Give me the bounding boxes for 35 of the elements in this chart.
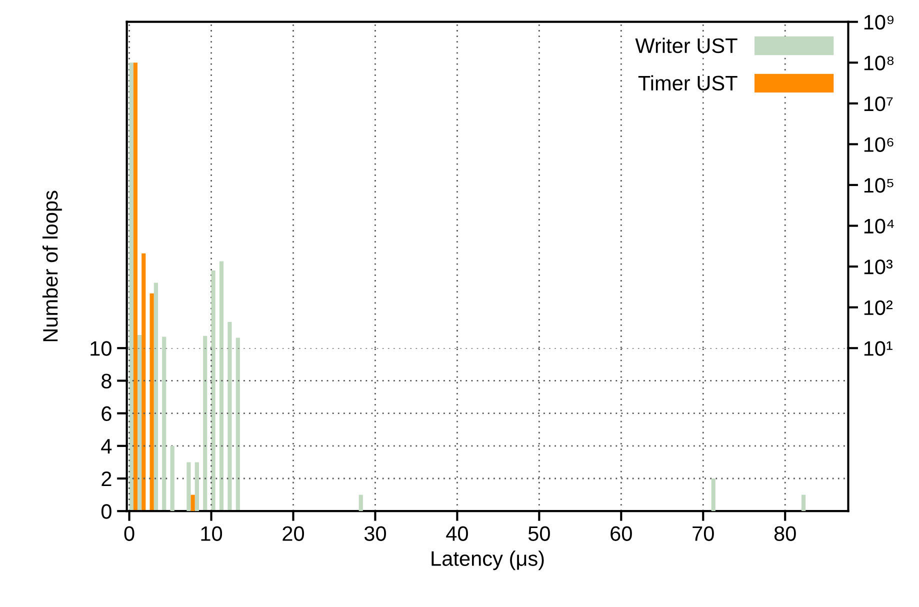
x-tick-label: 10 bbox=[201, 526, 222, 541]
y-tick-label: 10⁶ bbox=[864, 137, 894, 152]
y-tick-label: 10⁷ bbox=[864, 96, 893, 112]
x-tick-label: 50 bbox=[528, 526, 550, 541]
y-tick-label: 10⁸ bbox=[864, 56, 894, 70]
y-tick-label: 10³ bbox=[864, 260, 893, 274]
x-tick-label: 30 bbox=[364, 526, 386, 541]
y-tick-label: 10² bbox=[864, 300, 893, 316]
y-tick-label: 10⁹ bbox=[864, 14, 894, 30]
y-tick-label: 6 bbox=[102, 406, 112, 422]
y-tick-label: 8 bbox=[102, 374, 112, 388]
bar bbox=[711, 478, 716, 512]
y-tick-label: 0 bbox=[101, 504, 112, 519]
y-tick-label: 10 bbox=[90, 341, 112, 356]
bar bbox=[186, 462, 191, 512]
x-tick-label: 60 bbox=[610, 526, 632, 541]
bar bbox=[190, 494, 195, 512]
y-tick-label: 10⁵ bbox=[864, 178, 894, 193]
y-tick-label: 10¹ bbox=[864, 341, 892, 356]
x-tick-label: 20 bbox=[282, 526, 304, 541]
y-tick-label: 4 bbox=[101, 439, 112, 454]
x-tick-label: 80 bbox=[774, 526, 796, 541]
legend-label: Writer UST bbox=[635, 38, 738, 54]
y-tick-label: 2 bbox=[102, 472, 112, 486]
y-axis-title: Number of loops bbox=[42, 190, 62, 342]
bar bbox=[802, 494, 806, 512]
y-tick-label: 10⁴ bbox=[864, 218, 894, 234]
x-tick-label: 70 bbox=[692, 526, 714, 541]
bar bbox=[358, 494, 363, 512]
x-tick-label: 0 bbox=[124, 526, 134, 541]
bar bbox=[170, 446, 174, 512]
x-axis-title: Latency (μs) bbox=[432, 550, 544, 570]
x-tick-label: 40 bbox=[446, 526, 468, 541]
legend-label: Timer UST bbox=[638, 75, 738, 91]
bar bbox=[194, 462, 199, 512]
